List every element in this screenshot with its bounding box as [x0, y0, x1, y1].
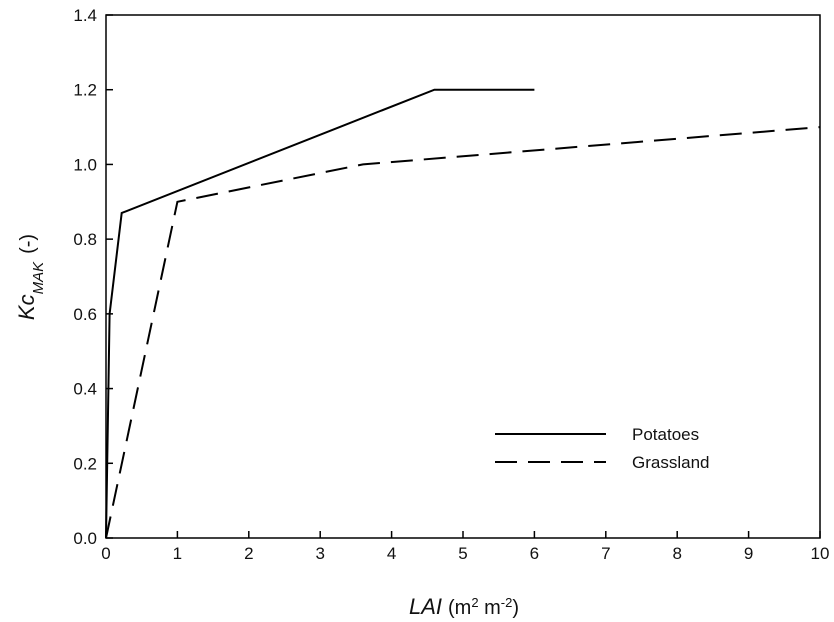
x-tick-label: 8	[672, 544, 681, 563]
x-tick-label: 7	[601, 544, 610, 563]
legend-label-grassland: Grassland	[632, 453, 709, 472]
legend: Potatoes Grassland	[495, 425, 709, 472]
x-axis-title: LAI (m2 m-2)	[409, 594, 519, 619]
series-line-potatoes	[105, 88, 535, 539]
x-tick-label: 5	[458, 544, 467, 563]
y-tick-label: 0.4	[73, 380, 97, 399]
x-tick-label: 3	[315, 544, 324, 563]
y-tick-label: 1.4	[73, 6, 97, 25]
y-tick-label: 0.6	[73, 305, 97, 324]
y-tick-label: 0.8	[73, 230, 97, 249]
x-tick-label: 6	[530, 544, 539, 563]
x-tick-label: 0	[101, 544, 110, 563]
y-tick-label: 0.0	[73, 529, 97, 548]
x-tick-label: 4	[387, 544, 396, 563]
x-tick-label: 10	[811, 544, 830, 563]
plot-border	[105, 14, 821, 539]
y-axis-title: KcMAK(-)	[14, 234, 47, 320]
y-axis: 0.0 0.2 0.4 0.6 0.8 1.0 1.2 1.4	[73, 6, 113, 548]
series-layer	[105, 88, 821, 539]
plot-frame	[105, 14, 821, 539]
y-tick-label: 1.0	[73, 155, 97, 174]
y-tick-label: 1.2	[73, 81, 97, 100]
y-tick-label: 0.2	[73, 454, 97, 473]
x-axis: 0 1 2 3 4 5 6 7 8 9 10	[101, 531, 829, 563]
legend-label-potatoes: Potatoes	[632, 425, 699, 444]
x-tick-label: 2	[244, 544, 253, 563]
series-line-grassland	[105, 126, 821, 539]
x-tick-label: 1	[173, 544, 182, 563]
x-tick-label: 9	[744, 544, 753, 563]
